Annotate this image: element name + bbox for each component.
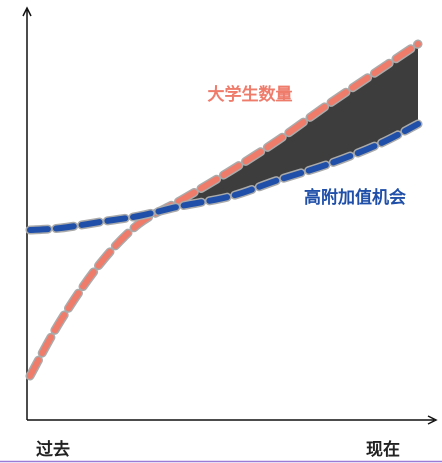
series-label: 大学生数量 (208, 84, 293, 105)
y-axis-arrow (22, 6, 32, 17)
x-tick-label: 现在 (366, 439, 400, 460)
x-tick-label: 过去 (36, 439, 70, 460)
series-label: 高附加值机会 (304, 187, 406, 208)
line (27, 41, 421, 379)
gap-area (163, 44, 418, 211)
line (27, 121, 421, 233)
x-axis-arrow (427, 415, 438, 425)
